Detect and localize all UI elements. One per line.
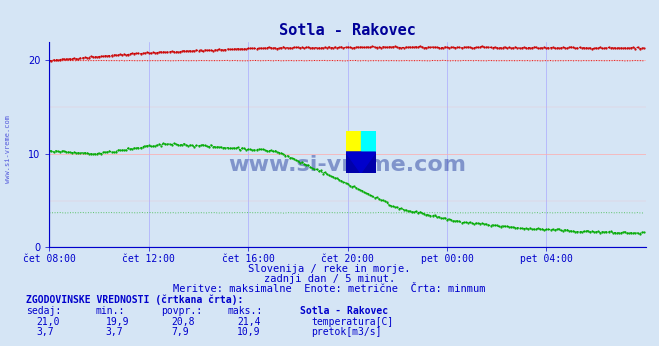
Text: sedaj:: sedaj: [26,306,61,316]
Text: pretok[m3/s]: pretok[m3/s] [311,327,382,337]
Text: Sotla - Rakovec: Sotla - Rakovec [300,306,388,316]
Text: Slovenija / reke in morje.: Slovenija / reke in morje. [248,264,411,274]
Text: 21,4: 21,4 [237,317,261,327]
Text: min.:: min.: [96,306,125,316]
Text: www.si-vreme.com: www.si-vreme.com [229,155,467,175]
Text: 3,7: 3,7 [105,327,123,337]
Text: maks.:: maks.: [227,306,262,316]
Polygon shape [361,131,376,152]
Text: 10,9: 10,9 [237,327,261,337]
Text: 7,9: 7,9 [171,327,189,337]
Text: 3,7: 3,7 [36,327,54,337]
Text: povpr.:: povpr.: [161,306,202,316]
Polygon shape [346,152,376,173]
Text: www.si-vreme.com: www.si-vreme.com [5,115,11,183]
Text: temperatura[C]: temperatura[C] [311,317,393,327]
Text: ZGODOVINSKE VREDNOSTI (črtkana črta):: ZGODOVINSKE VREDNOSTI (črtkana črta): [26,294,244,305]
Text: zadnji dan / 5 minut.: zadnji dan / 5 minut. [264,274,395,284]
Text: 19,9: 19,9 [105,317,129,327]
Polygon shape [346,152,376,173]
Polygon shape [346,131,361,152]
Text: 20,8: 20,8 [171,317,195,327]
Polygon shape [346,152,376,173]
Text: Meritve: maksimalne  Enote: metrične  Črta: minmum: Meritve: maksimalne Enote: metrične Črta… [173,284,486,294]
Text: 21,0: 21,0 [36,317,60,327]
Title: Sotla - Rakovec: Sotla - Rakovec [279,22,416,38]
